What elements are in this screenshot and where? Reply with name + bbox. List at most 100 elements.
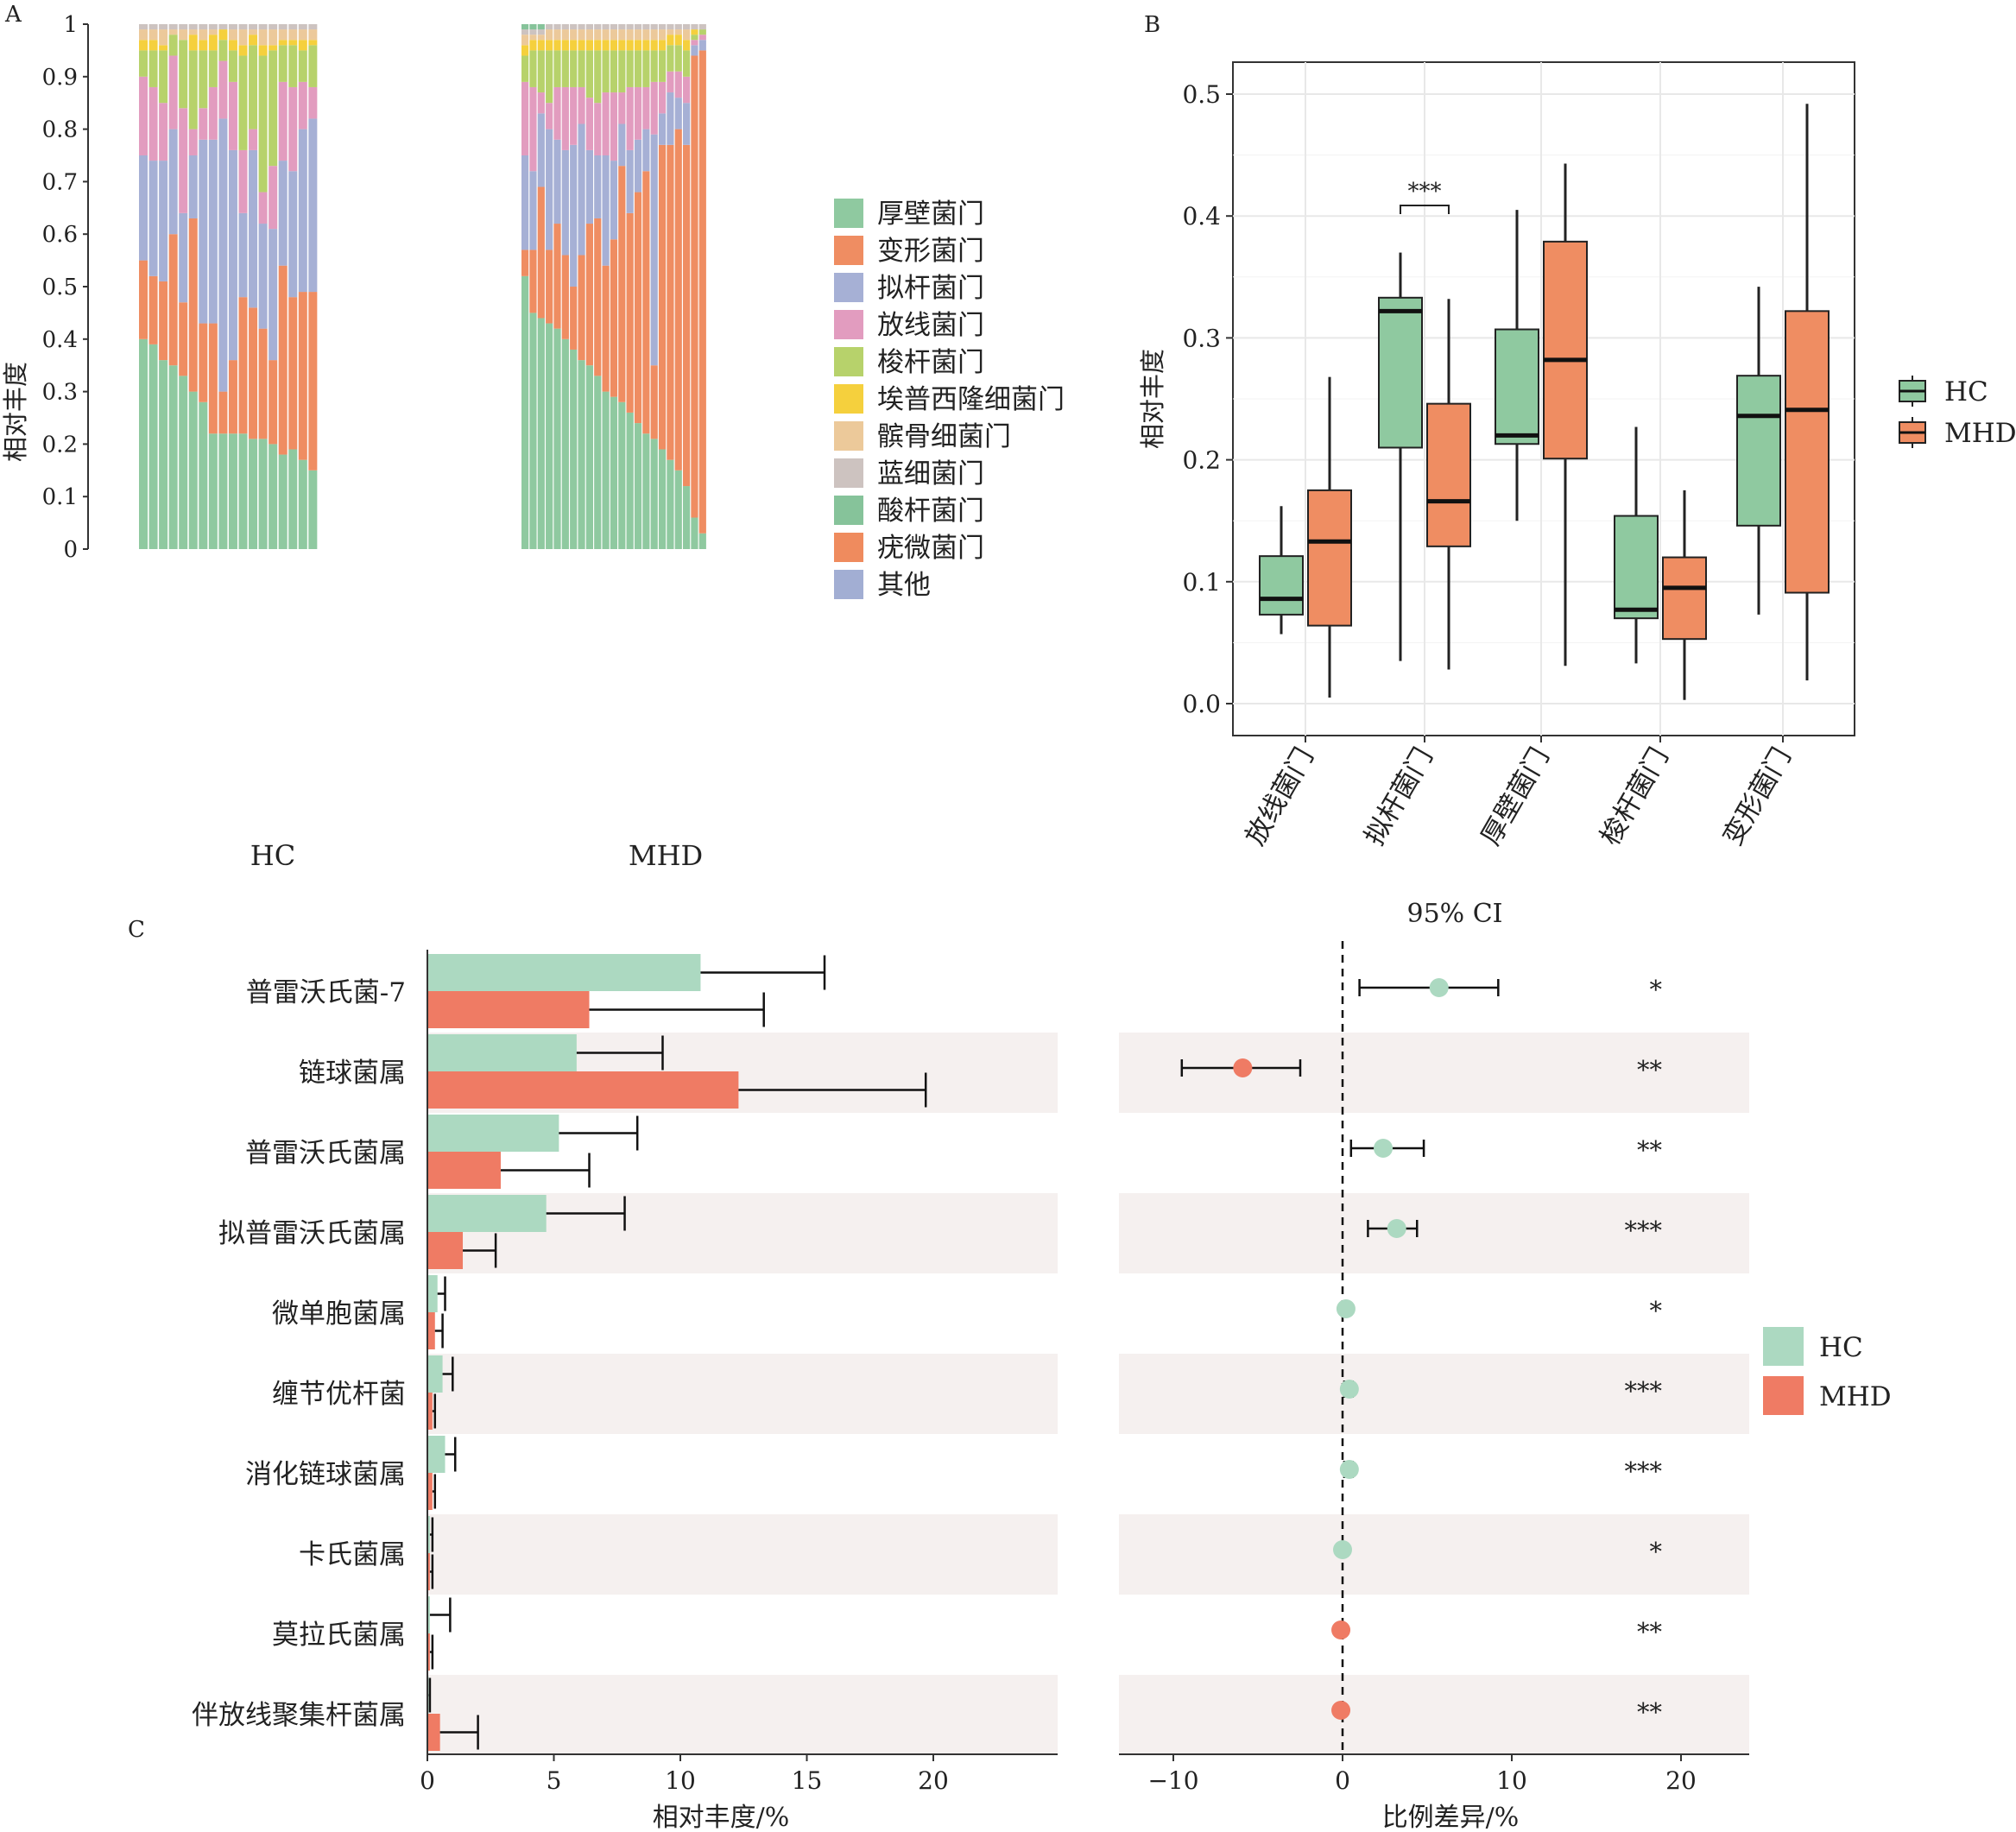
panel-a-bar-segment-proteobacteria bbox=[529, 250, 537, 313]
panel-a-bar-segment-bacteroidetes bbox=[585, 149, 593, 224]
panel-a-bar-segment-actinobacteria bbox=[602, 92, 610, 155]
panel-c-bar-hc bbox=[427, 1596, 430, 1633]
panel-a-bar-segment-firmicutes bbox=[159, 360, 168, 549]
panel-c-category-label: 拟普雷沃氏菌属 bbox=[218, 1218, 406, 1249]
panel-a-bar-segment-firmicutes bbox=[278, 454, 288, 549]
panel-c-bar-mhd bbox=[427, 1312, 435, 1349]
panel-b-legend: HC MHD bbox=[1899, 376, 2016, 449]
panel-a-bar-segment-actinobacteria bbox=[188, 129, 198, 155]
panel-a-bar-segment-proteobacteria bbox=[168, 234, 178, 366]
panel-a-bar-segment-cyanobacteria bbox=[258, 24, 268, 30]
panel-c-ci-point bbox=[1374, 1139, 1394, 1158]
panel-c-bar-mhd bbox=[427, 1393, 433, 1430]
panel-a-bar-segment-proteobacteria bbox=[553, 224, 561, 329]
panel-a-bar-segment-bacteroidetes bbox=[249, 149, 258, 308]
panel-a-legend-label: 梭杆菌门 bbox=[877, 347, 984, 378]
panel-a-bar-segment-fusobacteria bbox=[521, 55, 529, 82]
panel-a-bar-segment-firmicutes bbox=[546, 323, 553, 549]
panel-a-bar-segment-epsilon bbox=[139, 40, 148, 51]
panel-a-bar-segment-actinobacteria bbox=[674, 71, 682, 98]
panel-a-bar-segment-firmicutes bbox=[578, 360, 585, 549]
panel-b-y-tick-label: 0.0 bbox=[1182, 690, 1221, 718]
panel-c-ci-point bbox=[1339, 1380, 1359, 1399]
panel-c-ci-x-tick-label: 0 bbox=[1335, 1766, 1350, 1795]
panel-a-bar-segment-proteobacteria bbox=[698, 50, 706, 534]
panel-a-bar-segment-tenericutes bbox=[626, 29, 634, 41]
panel-a-bar-segment-bacteroidetes bbox=[683, 103, 691, 145]
panel-a-bar-segment-epsilon bbox=[594, 40, 602, 51]
panel-a-bar-segment-firmicutes bbox=[561, 338, 569, 549]
panel-a-bar-segment-fusobacteria bbox=[546, 50, 553, 104]
panel-c-significance-stars: * bbox=[1650, 975, 1663, 1004]
panel-a-bar-segment-proteobacteria bbox=[585, 224, 593, 366]
panel-a-bar-segment-fusobacteria bbox=[269, 50, 278, 167]
panel-a-y-tick-label: 0.5 bbox=[42, 275, 78, 300]
panel-a-bar-segment-actinobacteria bbox=[208, 86, 218, 140]
panel-a-legend-swatch bbox=[834, 273, 863, 302]
panel-a-bar-segment-proteobacteria bbox=[308, 292, 318, 471]
panel-a-bar-segment-firmicutes bbox=[298, 459, 307, 549]
panel-a-bar-segment-cyanobacteria bbox=[188, 24, 198, 30]
panel-c-ci-point bbox=[1331, 1620, 1351, 1639]
panel-c-bar-mhd bbox=[427, 991, 590, 1028]
panel-a-bar-segment-cyanobacteria bbox=[650, 24, 658, 30]
panel-a-bar-segment-actinobacteria bbox=[168, 55, 178, 130]
panel-a-bar-segment-actinobacteria bbox=[626, 86, 634, 150]
panel-c-ci-point bbox=[1233, 1058, 1253, 1077]
panel-a-bar-segment-cyanobacteria bbox=[308, 24, 318, 30]
panel-a-bar-segment-tenericutes bbox=[249, 29, 258, 35]
panel-b-box-plot: B *** 0.0 0.1 0.2 0.3 0.4 0.5 放线菌门 拟杆菌门 厚壁菌门 梭杆菌门… bbox=[1138, 12, 2016, 850]
panel-a-bar-segment-epsilon bbox=[561, 40, 569, 51]
panel-a-bar-segment-cyanobacteria bbox=[149, 24, 158, 30]
panel-a-stacked-bar-chart: A 0 0.1 0.2 0.3 0.4 0.5 0.6 0.7 0.8 0.9 1 厚壁菌门变形菌门… bbox=[1, 2, 1065, 872]
panel-a-bar-segment-epsilon bbox=[602, 40, 610, 51]
panel-label-c: C bbox=[128, 917, 145, 943]
panel-c-x-tick-label: 5 bbox=[547, 1766, 562, 1795]
panel-a-bar-segment-epsilon bbox=[546, 40, 553, 51]
panel-a-legend-swatch bbox=[834, 384, 863, 414]
panel-a-y-tick-label: 0.6 bbox=[42, 222, 78, 248]
panel-a-bar-segment-fusobacteria bbox=[228, 50, 237, 82]
panel-a-bar-segment-proteobacteria bbox=[159, 281, 168, 361]
panel-c-category-label: 链球菌属 bbox=[299, 1058, 406, 1089]
panel-a-bar-segment-actinobacteria bbox=[288, 86, 298, 172]
panel-c-x-tick-label: 15 bbox=[792, 1766, 823, 1795]
panel-a-bar-segment-cyanobacteria bbox=[288, 24, 298, 30]
panel-a-bar-segment-actinobacteria bbox=[594, 103, 602, 155]
panel-a-legend-label: 其他 bbox=[877, 570, 931, 601]
panel-c-significance-stars: *** bbox=[1625, 1456, 1663, 1486]
panel-a-bar-segment-epsilon bbox=[537, 40, 545, 51]
panel-c-significance-stars: ** bbox=[1637, 1697, 1663, 1727]
panel-a-bar-segment-firmicutes bbox=[658, 449, 667, 549]
panel-c-ci-point bbox=[1429, 978, 1449, 997]
panel-b-mhd-box bbox=[1662, 556, 1707, 641]
panel-a-bar-segment-bacteroidetes bbox=[208, 139, 218, 324]
panel-a-bar-segment-cyanobacteria bbox=[602, 24, 610, 30]
panel-a-legend-label: 放线菌门 bbox=[877, 310, 984, 341]
panel-a-bar-segment-tenericutes bbox=[139, 29, 148, 41]
panel-b-y-tick-label: 0.3 bbox=[1182, 324, 1221, 352]
panel-c-bar-hc bbox=[427, 1195, 547, 1232]
panel-a-legend-swatch bbox=[834, 570, 863, 599]
panel-c-bar-mhd bbox=[427, 1152, 501, 1189]
panel-a-bar-segment-fusobacteria bbox=[188, 50, 198, 130]
panel-a-bar-segment-epsilon bbox=[269, 45, 278, 51]
panel-c-axes: 0 5 10 15 20 bbox=[420, 950, 1058, 1795]
panel-a-bar-segment-tenericutes bbox=[238, 29, 248, 46]
panel-a-bar-segment-fusobacteria bbox=[691, 35, 698, 41]
panel-a-bar-segment-firmicutes bbox=[139, 338, 148, 549]
panel-a-bar-segment-cyanobacteria bbox=[278, 24, 288, 30]
panel-a-bar-segment-tenericutes bbox=[650, 29, 658, 41]
panel-c-ci-point bbox=[1339, 1460, 1359, 1479]
panel-a-bar-segment-firmicutes bbox=[521, 275, 529, 549]
panel-c-row-stripe bbox=[427, 1514, 1058, 1595]
panel-a-bar-segment-epsilon bbox=[238, 45, 248, 56]
panel-b-x-tick-label: 梭杆菌门 bbox=[1595, 742, 1675, 850]
panel-c-bar-hc bbox=[427, 1355, 443, 1393]
panel-a-bar-segment-epsilon bbox=[658, 40, 667, 51]
panel-a-bar-segment-bacteroidetes bbox=[698, 40, 706, 51]
panel-a-bar-segment-proteobacteria bbox=[594, 218, 602, 376]
panel-a-bar-segment-bacteroidetes bbox=[634, 139, 642, 193]
panel-a-bar-segment-bacteroidetes bbox=[529, 171, 537, 250]
panel-a-bar-segment-proteobacteria bbox=[228, 360, 237, 434]
